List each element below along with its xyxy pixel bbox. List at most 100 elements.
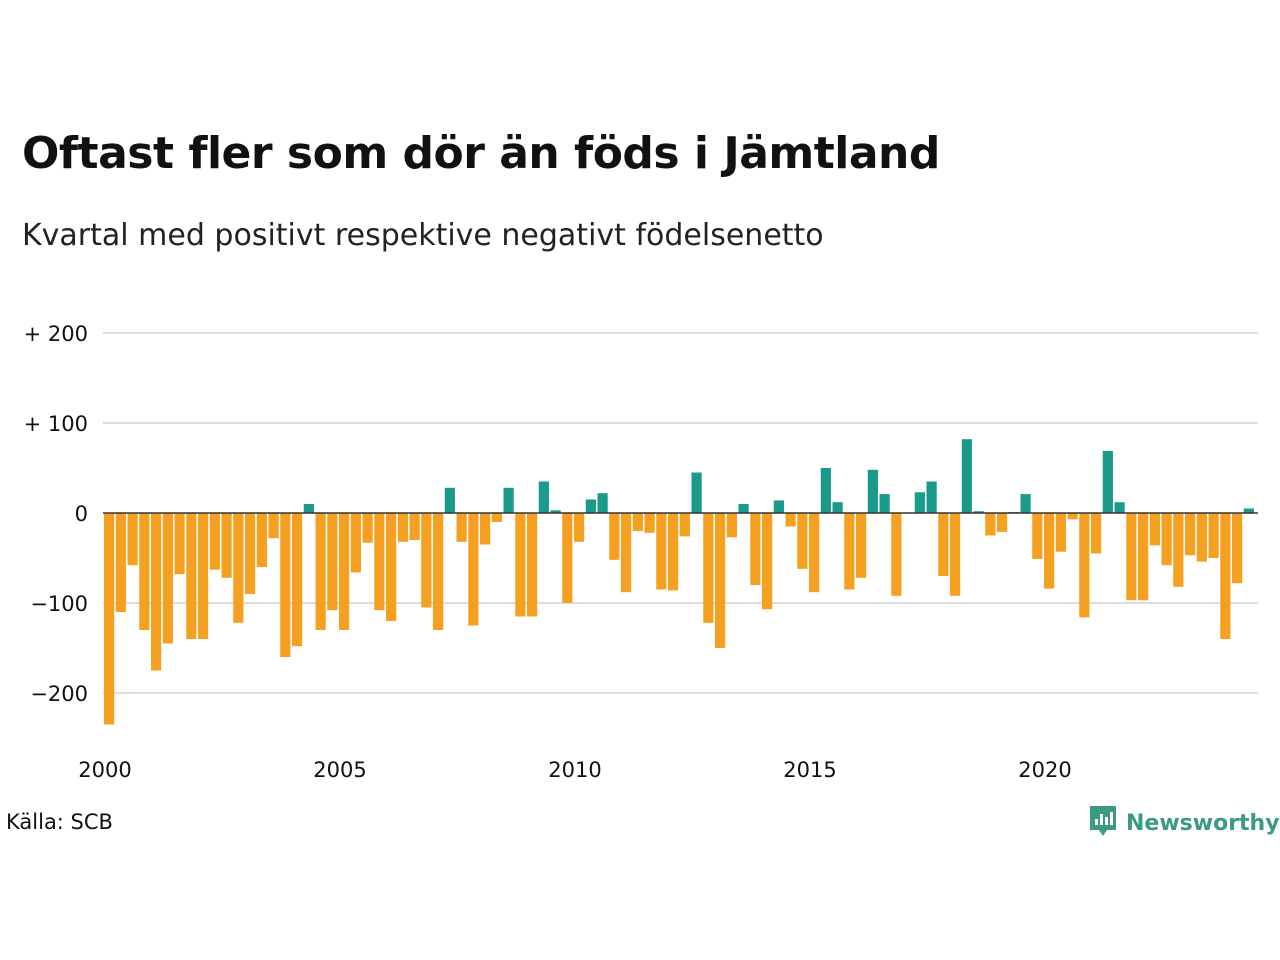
bar	[256, 513, 267, 567]
bar	[762, 513, 773, 610]
bar	[209, 513, 220, 570]
bar	[362, 513, 373, 543]
bar	[797, 513, 808, 569]
bar	[1126, 513, 1137, 601]
bar	[115, 513, 126, 612]
bar	[750, 513, 761, 585]
bar	[186, 513, 197, 639]
bar	[538, 481, 549, 513]
bar	[233, 513, 244, 623]
bar	[503, 487, 514, 513]
bar	[703, 513, 714, 623]
bar	[1161, 513, 1172, 566]
x-tick-label: 2020	[1018, 758, 1071, 782]
y-tick-label: + 100	[24, 412, 88, 436]
bar	[409, 513, 420, 540]
bar	[691, 472, 702, 513]
bar	[679, 513, 690, 537]
bar	[1091, 513, 1102, 554]
x-tick-label: 2000	[78, 758, 131, 782]
bar	[891, 513, 902, 596]
bar	[1138, 513, 1149, 601]
bar	[480, 513, 491, 545]
bar	[1032, 513, 1043, 559]
bar	[1044, 513, 1055, 589]
bar	[997, 513, 1008, 532]
bar	[327, 513, 338, 611]
bar	[1208, 513, 1219, 558]
bar	[433, 513, 444, 630]
bar	[632, 513, 643, 531]
chart-subtitle: Kvartal med positivt respektive negativt…	[22, 218, 824, 253]
bar	[1055, 513, 1066, 552]
bar	[374, 513, 385, 611]
bar	[856, 513, 867, 578]
bar	[621, 513, 632, 593]
bar	[268, 513, 279, 539]
bar	[585, 499, 596, 513]
bar	[562, 513, 573, 603]
y-tick-label: −100	[30, 592, 88, 616]
bar	[515, 513, 526, 617]
brand-name: Newsworthy	[1126, 810, 1280, 836]
bar-chart: + 200 + 100 0 −100 −200 2000 2005 2010 2015 2020	[24, 322, 1258, 782]
bar	[162, 513, 173, 644]
bar	[973, 511, 984, 513]
bar	[950, 513, 961, 596]
bar	[221, 513, 232, 578]
bar	[444, 487, 455, 513]
bar	[397, 513, 408, 542]
bar	[1079, 513, 1090, 618]
bar	[668, 513, 679, 591]
brand-logo[interactable]: Newsworthy	[1088, 804, 1280, 842]
bar	[303, 504, 314, 513]
bar	[1220, 513, 1231, 639]
bar	[644, 513, 655, 533]
bar	[809, 513, 820, 593]
bar	[198, 513, 209, 639]
bar	[914, 492, 925, 513]
bars	[104, 439, 1254, 725]
bar	[609, 513, 620, 560]
bar	[527, 513, 538, 617]
bar	[350, 513, 361, 573]
x-tick-label: 2010	[548, 758, 601, 782]
bar	[832, 502, 843, 513]
y-tick-label: + 200	[24, 322, 88, 346]
bar	[1185, 513, 1196, 556]
bar	[315, 513, 326, 630]
bar	[879, 494, 890, 513]
bar	[1232, 513, 1243, 584]
bar	[1173, 513, 1184, 587]
bar	[292, 513, 303, 647]
bar	[280, 513, 291, 657]
bar	[597, 493, 608, 513]
bar	[151, 513, 162, 671]
bar	[726, 513, 737, 538]
bar	[938, 513, 949, 576]
bar	[174, 513, 185, 575]
bar	[245, 513, 256, 594]
bar	[738, 504, 749, 513]
bar	[961, 439, 972, 513]
bar	[985, 513, 996, 536]
bar	[656, 513, 667, 590]
bar	[104, 513, 115, 725]
bar	[468, 513, 479, 626]
bar	[1020, 494, 1031, 513]
bar	[1243, 508, 1254, 513]
y-axis-labels: + 200 + 100 0 −100 −200	[24, 322, 88, 706]
bar	[491, 513, 502, 522]
x-axis-labels: 2000 2005 2010 2015 2020	[78, 758, 1071, 782]
bar	[339, 513, 350, 630]
bar	[574, 513, 585, 542]
chart-title: Oftast fler som dör än föds i Jämtland	[22, 128, 940, 179]
bar	[127, 513, 138, 566]
bar	[1196, 513, 1207, 562]
bar	[785, 513, 796, 527]
bar	[139, 513, 150, 630]
bar	[844, 513, 855, 590]
bar	[456, 513, 467, 542]
bar	[773, 500, 784, 513]
x-tick-label: 2015	[783, 758, 836, 782]
